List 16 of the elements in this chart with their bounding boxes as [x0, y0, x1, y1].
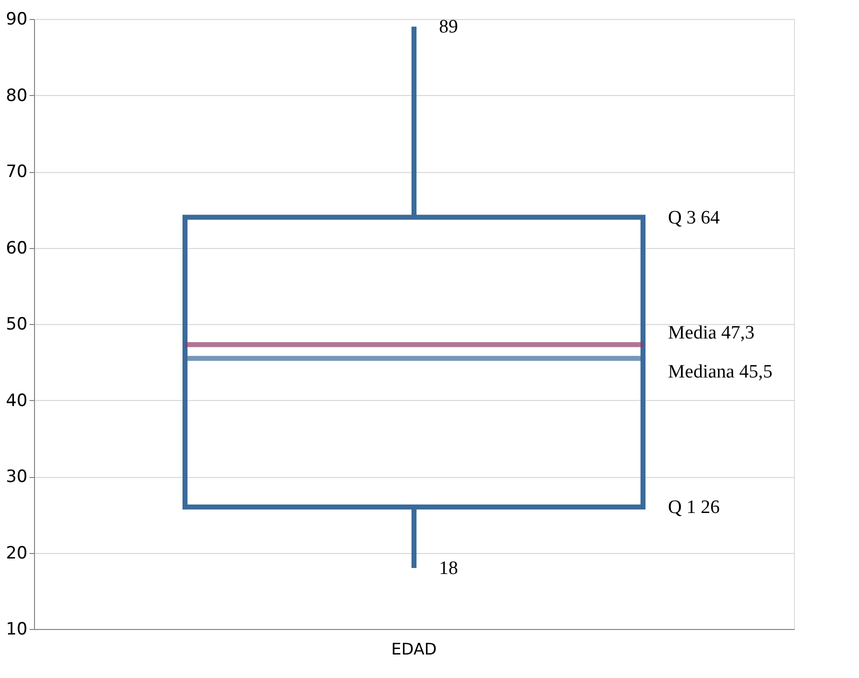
y-tick-label: 20 — [6, 543, 28, 564]
y-tick-label: 10 — [6, 620, 28, 640]
y-tick-label: 30 — [6, 467, 28, 487]
y-tick-label: 50 — [6, 314, 28, 334]
y-tick-label: 60 — [6, 238, 28, 258]
annotation: Q 1 26 — [668, 497, 720, 518]
annotation: Mediana 45,5 — [668, 361, 772, 382]
annotation: Q 3 64 — [668, 207, 720, 228]
annotation: 89 — [439, 16, 458, 38]
x-tick-label: EDAD — [391, 640, 437, 658]
y-tick-label: 80 — [6, 86, 28, 106]
y-tick-label: 70 — [6, 162, 28, 182]
y-tick-label: 90 — [6, 10, 28, 30]
annotation: 18 — [439, 558, 458, 579]
annotation: Media 47,3 — [668, 322, 755, 344]
y-tick-label: 40 — [6, 390, 28, 411]
